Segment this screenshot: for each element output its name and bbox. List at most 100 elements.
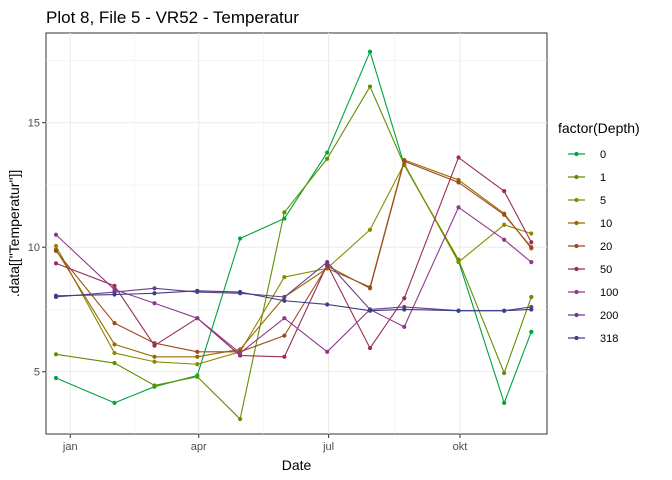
data-point-1 bbox=[529, 294, 534, 300]
data-point-20 bbox=[53, 248, 59, 254]
y-axis: 5 10 15 bbox=[28, 118, 46, 379]
legend-key-point bbox=[574, 266, 579, 272]
data-point-200 bbox=[152, 286, 157, 291]
y-tick-label: 5 bbox=[34, 367, 40, 379]
series-line-1 bbox=[55, 86, 532, 420]
legend-label: 50 bbox=[600, 264, 612, 276]
legend-key-point bbox=[574, 220, 579, 226]
data-point-0 bbox=[238, 236, 243, 241]
data-point-20 bbox=[456, 180, 461, 185]
series-line-318 bbox=[55, 290, 532, 312]
legend-item-50: 50 bbox=[568, 264, 612, 276]
data-point-1 bbox=[502, 370, 507, 376]
data-point-100 bbox=[456, 205, 461, 210]
legend-label: 318 bbox=[600, 333, 618, 345]
data-point-5 bbox=[367, 227, 373, 232]
data-point-50 bbox=[152, 343, 157, 348]
data-point-1 bbox=[367, 84, 373, 89]
series-line-5 bbox=[55, 163, 532, 365]
data-point-100 bbox=[282, 316, 287, 321]
data-point-318 bbox=[238, 289, 243, 295]
data-point-318 bbox=[112, 292, 117, 297]
legend: factor(Depth) 0 1 5 10 20 50 100 200 318 bbox=[558, 120, 640, 345]
data-point-5 bbox=[195, 362, 200, 367]
legend-label: 100 bbox=[600, 287, 618, 299]
data-point-1 bbox=[53, 352, 59, 357]
data-point-5 bbox=[282, 274, 287, 280]
legend-key-point bbox=[574, 243, 579, 249]
legend-key-point bbox=[574, 174, 579, 180]
series-1 bbox=[53, 84, 534, 422]
data-point-50 bbox=[502, 189, 507, 194]
legend-item-5: 5 bbox=[568, 195, 606, 207]
data-point-318 bbox=[456, 308, 461, 313]
series-100 bbox=[53, 205, 534, 356]
x-tick-label: jul bbox=[322, 441, 334, 453]
data-point-20 bbox=[529, 245, 534, 250]
legend-key-point bbox=[574, 151, 579, 157]
legend-label: 200 bbox=[600, 310, 618, 322]
data-point-20 bbox=[502, 212, 507, 217]
series-50 bbox=[53, 155, 534, 359]
data-point-20 bbox=[282, 333, 287, 338]
data-point-5 bbox=[112, 350, 117, 356]
data-point-10 bbox=[112, 342, 117, 347]
data-point-318 bbox=[325, 302, 330, 307]
data-point-318 bbox=[53, 293, 59, 298]
x-axis: jan apr jul okt bbox=[62, 434, 467, 453]
data-point-20 bbox=[112, 321, 117, 326]
data-point-50 bbox=[456, 155, 461, 160]
series-line-100 bbox=[55, 206, 532, 354]
legend-label: 0 bbox=[600, 149, 606, 161]
data-point-318 bbox=[402, 307, 407, 312]
x-axis-title: Date bbox=[282, 457, 312, 473]
data-point-50 bbox=[529, 240, 534, 245]
data-point-0 bbox=[367, 49, 373, 54]
data-point-50 bbox=[282, 354, 287, 359]
data-point-0 bbox=[325, 150, 330, 155]
data-point-50 bbox=[367, 345, 373, 351]
data-point-200 bbox=[325, 260, 330, 265]
legend-key-point bbox=[574, 289, 579, 295]
series-line-50 bbox=[55, 156, 532, 358]
data-point-5 bbox=[529, 231, 534, 236]
data-point-20 bbox=[367, 286, 373, 291]
data-point-5 bbox=[53, 243, 59, 249]
data-point-318 bbox=[195, 288, 200, 293]
chart-title: Plot 8, File 5 - VR52 - Temperatur bbox=[46, 8, 299, 27]
legend-key-point bbox=[574, 335, 579, 341]
data-point-100 bbox=[402, 324, 407, 329]
legend-label: 20 bbox=[600, 241, 612, 253]
legend-item-10: 10 bbox=[568, 218, 612, 230]
data-point-0 bbox=[112, 400, 117, 405]
data-point-318 bbox=[367, 308, 373, 313]
y-tick-label: 10 bbox=[28, 242, 40, 254]
data-point-50 bbox=[112, 283, 117, 288]
data-point-1 bbox=[112, 360, 117, 366]
legend-item-20: 20 bbox=[568, 241, 612, 253]
legend-label: 10 bbox=[600, 218, 612, 230]
data-point-100 bbox=[152, 301, 157, 306]
data-point-100 bbox=[238, 350, 243, 356]
legend-item-1: 1 bbox=[568, 172, 606, 184]
data-point-0 bbox=[53, 375, 59, 381]
data-point-5 bbox=[502, 222, 507, 227]
y-axis-title: .data[["Temperatur"]] bbox=[6, 170, 22, 297]
data-point-1 bbox=[195, 374, 200, 379]
legend-key-point bbox=[574, 197, 579, 203]
data-point-318 bbox=[152, 291, 157, 296]
series-layer bbox=[53, 49, 534, 422]
plot-panel bbox=[45, 32, 548, 435]
data-point-100 bbox=[53, 232, 59, 237]
y-tick-label: 15 bbox=[28, 118, 40, 130]
series-line-20 bbox=[55, 160, 532, 353]
x-tick-label: jan bbox=[62, 441, 78, 453]
legend-item-200: 200 bbox=[568, 310, 618, 322]
x-tick-label: okt bbox=[453, 441, 468, 453]
data-point-100 bbox=[195, 316, 200, 321]
legend-item-318: 318 bbox=[568, 333, 618, 345]
series-line-10 bbox=[55, 159, 532, 358]
data-point-1 bbox=[152, 383, 157, 388]
legend-label: 1 bbox=[600, 172, 606, 184]
